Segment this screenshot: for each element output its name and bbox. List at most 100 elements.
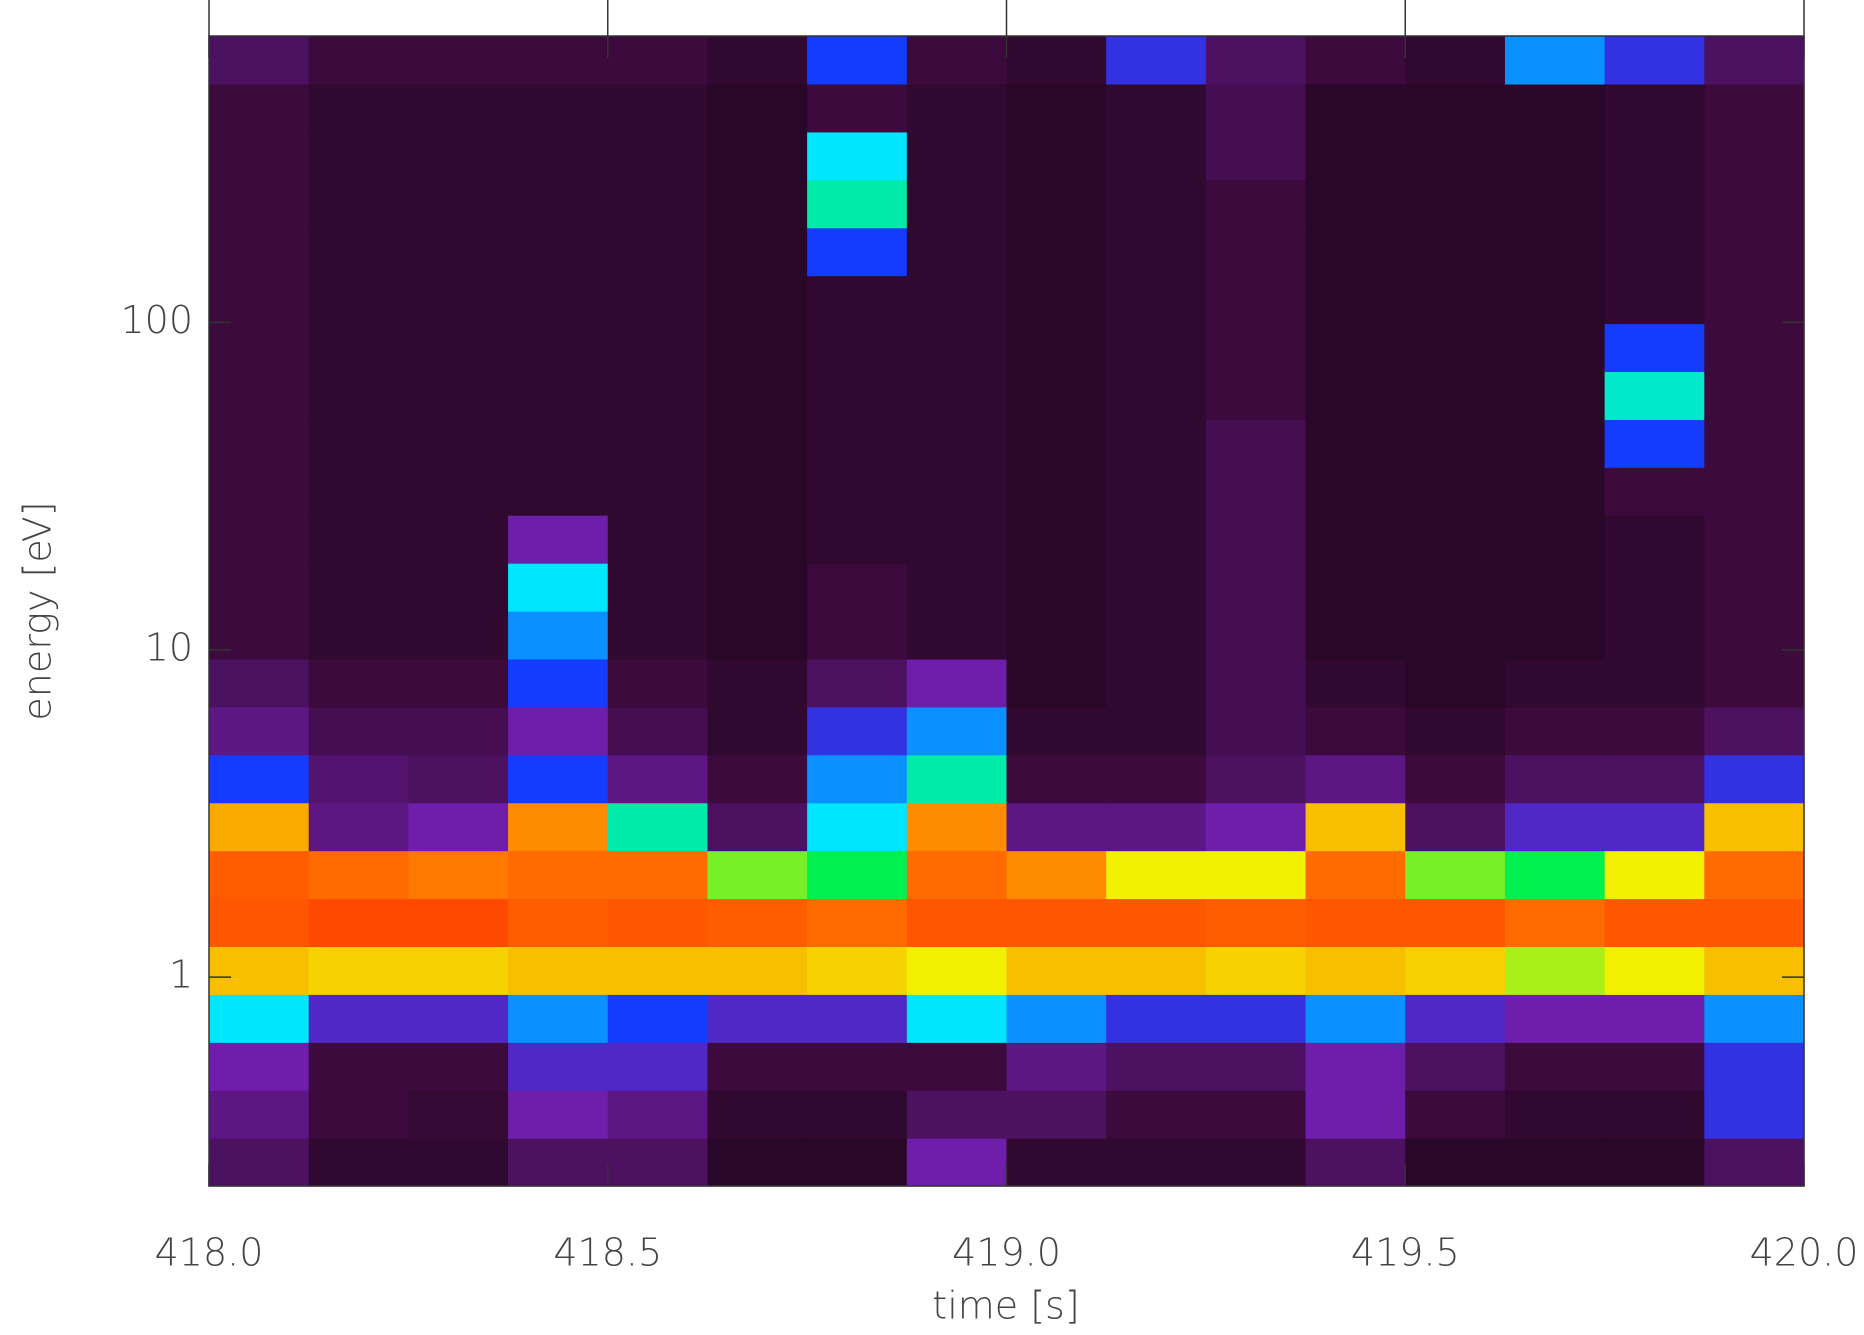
heatmap-cell	[1006, 611, 1107, 660]
heatmap-cell	[408, 1042, 509, 1091]
heatmap-cell	[906, 275, 1008, 325]
heatmap-cell	[308, 83, 409, 133]
heatmap-cell	[607, 371, 709, 420]
heatmap-cell	[1604, 275, 1705, 325]
heatmap-cell	[1604, 323, 1705, 373]
heatmap-cell	[1704, 419, 1805, 468]
heatmap-cell	[1305, 515, 1406, 564]
heatmap-cell	[707, 611, 808, 660]
heatmap-cell	[906, 994, 1008, 1043]
heatmap-cell	[508, 515, 609, 564]
heatmap-cell	[807, 1042, 908, 1091]
heatmap-cell	[1405, 371, 1506, 420]
heatmap-cell	[408, 754, 509, 804]
heatmap-cell	[209, 754, 310, 804]
heatmap-cell	[1405, 227, 1506, 277]
heatmap-cell	[1106, 898, 1207, 948]
heatmap-cell	[1405, 1042, 1506, 1091]
heatmap-cell	[1006, 36, 1107, 85]
heatmap-cell	[1205, 994, 1307, 1043]
y-tick-label: 10	[145, 625, 193, 669]
heatmap-cell	[607, 1138, 709, 1187]
heatmap-cell	[1006, 131, 1107, 181]
heatmap-cell	[408, 179, 509, 229]
heatmap-cell	[1305, 563, 1406, 612]
heatmap-cell	[209, 994, 310, 1043]
heatmap-cell	[807, 83, 908, 133]
heatmap-cell	[209, 371, 310, 420]
heatmap-cell	[607, 323, 709, 373]
heatmap-cell	[1504, 898, 1606, 948]
heatmap-cell	[508, 419, 609, 468]
heatmap-cell	[508, 179, 609, 229]
heatmap-cell	[1405, 36, 1506, 85]
heatmap-cell	[209, 419, 310, 468]
heatmap-cell	[308, 515, 409, 564]
heatmap-cell	[1106, 754, 1207, 804]
heatmap-cell	[1205, 1090, 1307, 1139]
heatmap-cell	[209, 323, 310, 373]
heatmap-cell	[508, 323, 609, 373]
heatmap-cell	[1305, 850, 1406, 900]
x-tick-label: 418.5	[553, 1231, 662, 1275]
heatmap-cell	[508, 1042, 609, 1091]
heatmap-cell	[1305, 706, 1406, 756]
heatmap-cell	[209, 227, 310, 277]
heatmap-cell	[508, 898, 609, 948]
heatmap-cell	[906, 850, 1008, 900]
heatmap-cell	[209, 850, 310, 900]
heatmap-cell	[308, 1090, 409, 1139]
heatmap-cell	[308, 131, 409, 181]
heatmap-cell	[807, 1090, 908, 1139]
x-tick-label: 419.0	[952, 1231, 1061, 1275]
heatmap-cell	[209, 179, 310, 229]
heatmap-cell	[1704, 1042, 1805, 1091]
heatmap-cell	[1006, 658, 1107, 708]
heatmap-cell	[1405, 850, 1506, 900]
heatmap-cell	[1604, 850, 1705, 900]
heatmap-cell	[1106, 1042, 1207, 1091]
heatmap-cell	[1704, 1090, 1805, 1139]
heatmap-cell	[1604, 1138, 1705, 1187]
heatmap-cell	[408, 706, 509, 756]
heatmap-cell	[1305, 227, 1406, 277]
heatmap-cell	[807, 658, 908, 708]
heatmap-cell	[1504, 994, 1606, 1043]
heatmap-cell	[707, 802, 808, 852]
heatmap-cell	[807, 946, 908, 995]
heatmap-cell	[408, 83, 509, 133]
heatmap-cell	[1305, 323, 1406, 373]
heatmap-cell	[1405, 179, 1506, 229]
heatmap-cell	[1405, 754, 1506, 804]
heatmap-cell	[607, 131, 709, 181]
heatmap-cell	[1205, 36, 1307, 85]
heatmap-cell	[807, 898, 908, 948]
heatmap-cell	[1006, 563, 1107, 612]
heatmap-cell	[1006, 515, 1107, 564]
heatmap-cell	[1704, 706, 1805, 756]
heatmap-cell	[508, 36, 609, 85]
heatmap-cell	[906, 563, 1008, 612]
heatmap-cell	[1205, 131, 1307, 181]
heatmap-cell	[1504, 227, 1606, 277]
heatmap-cell	[607, 850, 709, 900]
heatmap-cell	[408, 1090, 509, 1139]
heatmap-cell	[1604, 1090, 1705, 1139]
heatmap-cell	[508, 1138, 609, 1187]
heatmap-cell	[408, 946, 509, 995]
heatmap-cell	[508, 706, 609, 756]
heatmap-cell	[1704, 754, 1805, 804]
heatmap-cell	[707, 994, 808, 1043]
heatmap-cell	[1106, 36, 1207, 85]
heatmap-cell	[607, 658, 709, 708]
heatmap-cell	[707, 1042, 808, 1091]
heatmap-cell	[1604, 754, 1705, 804]
heatmap-cell	[1106, 1090, 1207, 1139]
heatmap-cell	[1604, 706, 1705, 756]
heatmap-cell	[1305, 371, 1406, 420]
heatmap-cell	[1106, 706, 1207, 756]
heatmap-cell	[607, 754, 709, 804]
heatmap-cell	[607, 227, 709, 277]
heatmap-cell	[308, 179, 409, 229]
